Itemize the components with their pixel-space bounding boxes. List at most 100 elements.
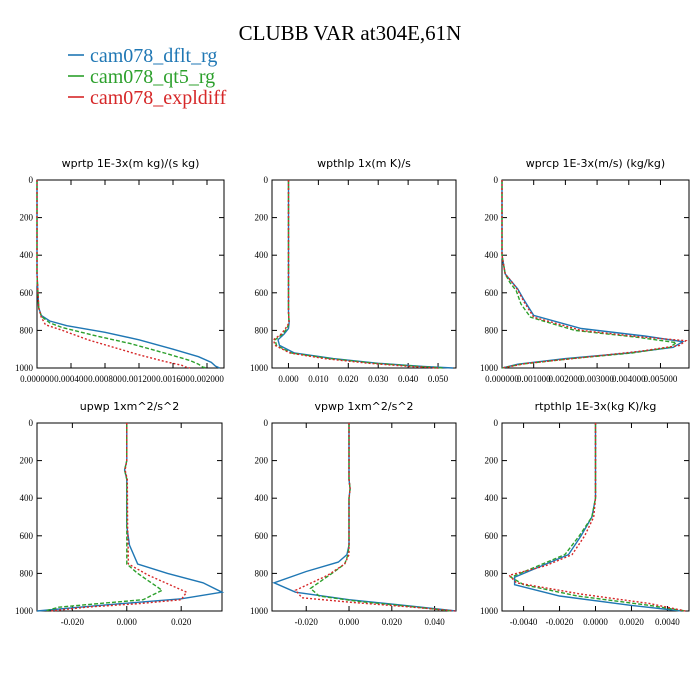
y-tick-label: 400 <box>255 250 269 260</box>
panel-title: wprtp 1E-3x(m kg)/(s kg) <box>62 157 200 170</box>
y-tick-label: 800 <box>485 325 499 335</box>
series-line-cam078_expldiff <box>294 423 457 612</box>
y-tick-label: 200 <box>20 213 34 223</box>
y-tick-label: 800 <box>20 325 34 335</box>
y-tick-label: 800 <box>20 568 34 578</box>
y-tick-label: 1000 <box>480 363 499 373</box>
series-line-cam078_expldiff <box>36 180 191 369</box>
x-tick-label: 0.030 <box>368 374 389 384</box>
chart-panel-2: wpthlp 1x(m K)/s 0 200 400 600 800 1000 0.000 0.… <box>250 157 457 384</box>
y-tick-label: 600 <box>20 288 34 298</box>
legend-label-qt5: cam078_qt5_rg <box>90 66 215 88</box>
x-tick-label: -0.0020 <box>546 617 574 627</box>
x-tick-label: 0.001200 <box>122 374 156 384</box>
y-tick-label: 1000 <box>250 606 269 616</box>
plot-frame <box>271 179 457 369</box>
panel-title: wpthlp 1x(m K)/s <box>317 157 411 170</box>
x-tick-label: -0.020 <box>61 617 85 627</box>
y-tick-label: 400 <box>485 493 499 503</box>
y-tick-label: 1000 <box>480 606 499 616</box>
series-line-cam078_expldiff <box>501 180 688 369</box>
y-tick-label: 400 <box>20 250 34 260</box>
series-line-cam078_dflt_rg <box>277 180 454 369</box>
panel-title: rtpthlp 1E-3x(kg K)/kg <box>535 400 657 413</box>
panel-title: vpwp 1xm^2/s^2 <box>314 400 413 413</box>
x-tick-label: 0.0040 <box>655 617 680 627</box>
chart-panel-3: wprcp 1E-3x(m/s) (kg/kg) 0 200 400 600 800 100… <box>480 157 690 384</box>
series-line-cam078_qt5_rg <box>45 423 164 612</box>
x-tick-label: 0.000 <box>278 374 299 384</box>
y-tick-label: 200 <box>485 213 499 223</box>
x-tick-label: 0.000 <box>339 617 360 627</box>
x-tick-label: 0.040 <box>424 617 445 627</box>
y-tick-label: 1000 <box>15 606 34 616</box>
y-tick-label: 200 <box>255 213 269 223</box>
y-tick-label: 400 <box>20 493 34 503</box>
plot-frame <box>36 179 225 369</box>
series-line-cam078_qt5_rg <box>36 180 208 369</box>
x-tick-label: 0.002000 <box>190 374 224 384</box>
x-tick-label: 0.003000 <box>580 374 614 384</box>
y-tick-label: 200 <box>485 456 499 466</box>
plot-frame <box>271 422 457 612</box>
y-tick-label: 600 <box>485 531 499 541</box>
plot-frame <box>501 179 690 369</box>
x-tick-label: 0.004000 <box>612 374 646 384</box>
x-tick-label: 0.000400 <box>54 374 88 384</box>
y-tick-label: 0 <box>29 175 34 185</box>
y-tick-label: 0 <box>264 418 269 428</box>
series-line-cam078_dflt_rg <box>36 423 225 612</box>
x-tick-label: 0.000000 <box>485 374 519 384</box>
chart-panel-5: vpwp 1xm^2/s^2 0 200 400 600 800 1000 -0.020 0.0… <box>250 400 457 627</box>
series-line-cam078_qt5_rg <box>274 180 445 369</box>
x-tick-label: 0.050 <box>428 374 449 384</box>
y-tick-label: 600 <box>255 531 269 541</box>
chart-panel-1: wprtp 1E-3x(m kg)/(s kg) 0 200 400 600 800 100… <box>15 157 225 384</box>
y-tick-label: 600 <box>20 531 34 541</box>
series-line-cam078_expldiff <box>50 423 188 612</box>
y-tick-label: 400 <box>485 250 499 260</box>
x-tick-label: 0.010 <box>308 374 329 384</box>
x-tick-label: 0.000000 <box>20 374 54 384</box>
y-tick-label: 0 <box>29 418 34 428</box>
series-line-cam078_dflt_rg <box>513 423 682 612</box>
y-tick-label: 0 <box>494 175 499 185</box>
legend-label-expldiff: cam078_expldiff <box>90 87 227 109</box>
x-tick-label: 0.001600 <box>156 374 190 384</box>
series-line-cam078_expldiff <box>272 180 439 369</box>
y-tick-label: 400 <box>255 493 269 503</box>
series-line-cam078_qt5_rg <box>309 423 452 612</box>
y-tick-label: 800 <box>255 325 269 335</box>
x-tick-label: 0.020 <box>382 617 403 627</box>
y-tick-label: 1000 <box>250 363 269 373</box>
y-tick-label: 800 <box>255 568 269 578</box>
x-tick-label: 0.040 <box>398 374 419 384</box>
chart-panel-6: rtpthlp 1E-3x(kg K)/kg 0 200 400 600 800 1000 -… <box>480 400 690 627</box>
x-tick-label: 0.000 <box>117 617 138 627</box>
series-line-cam078_qt5_rg <box>501 180 679 369</box>
y-tick-label: 600 <box>485 288 499 298</box>
panel-title: wprcp 1E-3x(m/s) (kg/kg) <box>526 157 665 170</box>
x-tick-label: 0.005000 <box>644 374 678 384</box>
x-tick-label: 0.000800 <box>88 374 122 384</box>
plot-frame <box>36 422 223 612</box>
x-tick-label: 0.001000 <box>517 374 551 384</box>
panel-title: upwp 1xm^2/s^2 <box>80 400 180 413</box>
figure-title: CLUBB VAR at304E,61N <box>239 21 462 45</box>
y-tick-label: 600 <box>255 288 269 298</box>
legend-item-expldiff: cam078_expldiff <box>68 87 227 109</box>
y-tick-label: 800 <box>485 568 499 578</box>
x-tick-label: 0.020 <box>171 617 192 627</box>
legend: cam078_dflt_rg cam078_qt5_rg cam078_expl… <box>68 45 227 109</box>
y-tick-label: 200 <box>255 456 269 466</box>
x-tick-label: 0.0000 <box>583 617 608 627</box>
legend-item-dflt: cam078_dflt_rg <box>68 45 217 67</box>
series-line-cam078_dflt_rg <box>36 180 220 369</box>
y-tick-label: 200 <box>20 456 34 466</box>
series-line-cam078_expldiff <box>507 423 686 612</box>
y-tick-label: 0 <box>264 175 269 185</box>
series-line-cam078_qt5_rg <box>509 423 686 612</box>
legend-label-dflt: cam078_dflt_rg <box>90 45 217 67</box>
x-tick-label: -0.020 <box>295 617 319 627</box>
